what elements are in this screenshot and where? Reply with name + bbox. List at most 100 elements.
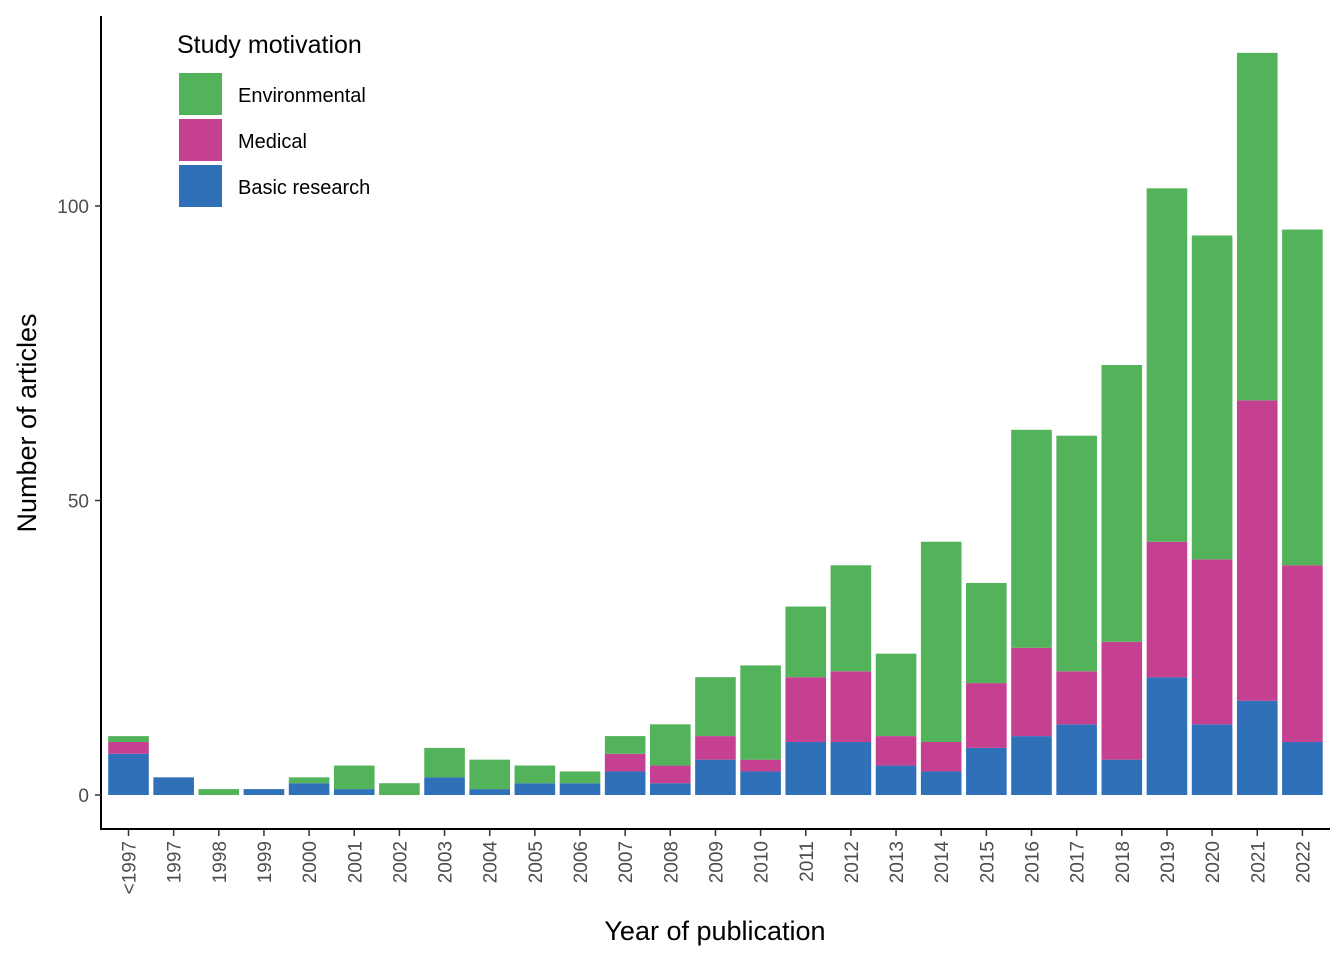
bar-environmental-2022: [1282, 229, 1323, 566]
bar-basic-research-2005: [514, 783, 556, 795]
x-tick-label: 2000: [300, 841, 321, 883]
bar-basic-research-1997: [153, 777, 194, 795]
x-tick-label: 2003: [436, 841, 457, 883]
bar-environmental-1998: [198, 789, 240, 795]
bar-medical-1997: [108, 741, 149, 754]
x-tick-label: 2007: [616, 841, 637, 883]
bar-basic-research-2022: [1282, 741, 1323, 795]
x-tick-label: 2004: [481, 841, 502, 884]
bar-basic-research-2006: [559, 783, 601, 795]
bar-environmental-2017: [1056, 435, 1097, 672]
bar-environmental-2001: [333, 765, 375, 790]
bar-medical-2022: [1282, 565, 1323, 742]
bar-medical-2015: [966, 683, 1007, 748]
bar-basic-research-2013: [875, 765, 917, 795]
bar-medical-2011: [785, 677, 827, 742]
x-tick-label: 2002: [390, 841, 411, 883]
x-tick-label: 1997: [165, 841, 186, 883]
bar-basic-research-2009: [695, 759, 736, 795]
legend-swatch-basic-research: [179, 165, 222, 207]
bar-basic-research-2014: [920, 771, 962, 795]
bar-environmental-2007: [604, 736, 646, 754]
x-tick-label: 2008: [661, 841, 682, 883]
x-tick-label: 2012: [842, 841, 863, 883]
x-tick-label: 2020: [1203, 841, 1224, 883]
bar-basic-research-1997: [108, 753, 149, 795]
bar-basic-research-2007: [604, 771, 646, 795]
y-ticks-group: 0 50 100: [57, 197, 101, 807]
bar-environmental-2012: [830, 565, 872, 672]
bar-basic-research-2008: [650, 783, 691, 795]
bar-basic-research-2004: [469, 789, 510, 795]
x-tick-label: 2013: [887, 841, 908, 883]
legend: Study motivation Environmental Medical Bas…: [177, 31, 370, 207]
bar-medical-2009: [695, 736, 736, 760]
bar-medical-2007: [604, 753, 646, 772]
bar-environmental-2016: [1011, 429, 1052, 648]
bar-environmental-2004: [469, 759, 510, 790]
bar-environmental-2003: [424, 747, 465, 778]
bar-basic-research-2021: [1236, 700, 1278, 795]
y-tick-label: 100: [57, 197, 89, 218]
legend-label-medical: Medical: [238, 131, 307, 153]
bar-basic-research-2016: [1011, 736, 1052, 795]
x-ticks-group: <1997 1997 1998 1999 2000 2001 2002 2003 2004 200…: [120, 830, 1314, 894]
bar-environmental-2008: [650, 724, 691, 766]
legend-title: Study motivation: [177, 31, 362, 59]
x-tick-label: 2021: [1248, 841, 1269, 883]
x-tick-label: 1998: [210, 841, 231, 883]
bar-medical-2017: [1056, 671, 1097, 725]
y-tick-label: 50: [68, 492, 89, 513]
x-tick-label: 2019: [1158, 841, 1179, 883]
bar-environmental-2005: [514, 765, 556, 784]
bar-basic-research-1999: [243, 789, 285, 795]
bar-environmental-2010: [740, 665, 781, 760]
bar-basic-research-2000: [288, 783, 330, 795]
bar-environmental-2021: [1236, 52, 1278, 401]
bar-environmental-2014: [920, 541, 962, 742]
bar-basic-research-2020: [1191, 724, 1233, 795]
bar-environmental-1997: [108, 736, 149, 742]
bar-environmental-2006: [559, 771, 601, 784]
bar-environmental-2013: [875, 653, 917, 737]
x-tick-label: 2011: [797, 841, 818, 882]
bar-medical-2013: [875, 736, 917, 766]
bar-basic-research-2019: [1146, 677, 1188, 795]
bar-basic-research-2018: [1101, 759, 1143, 795]
y-axis-title: Number of articles: [12, 313, 42, 532]
bar-environmental-2019: [1146, 188, 1188, 542]
legend-swatch-medical: [179, 119, 222, 161]
bar-basic-research-2001: [333, 789, 375, 795]
legend-label-basic-research: Basic research: [238, 177, 370, 199]
bar-basic-research-2010: [740, 771, 781, 795]
bar-environmental-2018: [1101, 365, 1143, 642]
x-tick-label: 2001: [345, 841, 366, 883]
x-tick-label: 2015: [977, 841, 998, 883]
bar-basic-research-2015: [966, 747, 1007, 795]
bar-basic-research-2017: [1056, 724, 1097, 795]
x-tick-label: 2006: [571, 841, 592, 883]
bar-environmental-2015: [966, 582, 1007, 684]
bar-environmental-2000: [288, 777, 330, 784]
bar-medical-2014: [920, 741, 962, 772]
bar-environmental-2009: [695, 677, 736, 737]
x-axis-title: Year of publication: [604, 916, 825, 946]
bar-medical-2020: [1191, 559, 1233, 725]
bar-medical-2016: [1011, 647, 1052, 737]
bar-medical-2021: [1236, 400, 1278, 701]
legend-label-environmental: Environmental: [238, 85, 366, 107]
x-tick-label: 2009: [706, 841, 727, 883]
x-tick-label: 2005: [526, 841, 547, 883]
x-tick-label: 2014: [932, 841, 953, 884]
x-tick-label: <1997: [120, 841, 141, 894]
bars-group: [108, 52, 1323, 795]
y-tick-label: 0: [78, 786, 89, 807]
bar-basic-research-2003: [424, 777, 465, 795]
bar-environmental-2011: [785, 606, 827, 678]
legend-swatch-environmental: [179, 73, 222, 115]
bar-medical-2018: [1101, 641, 1143, 760]
bar-environmental-2002: [379, 783, 420, 795]
bar-medical-2012: [830, 671, 872, 742]
x-tick-label: 2016: [1023, 841, 1044, 883]
